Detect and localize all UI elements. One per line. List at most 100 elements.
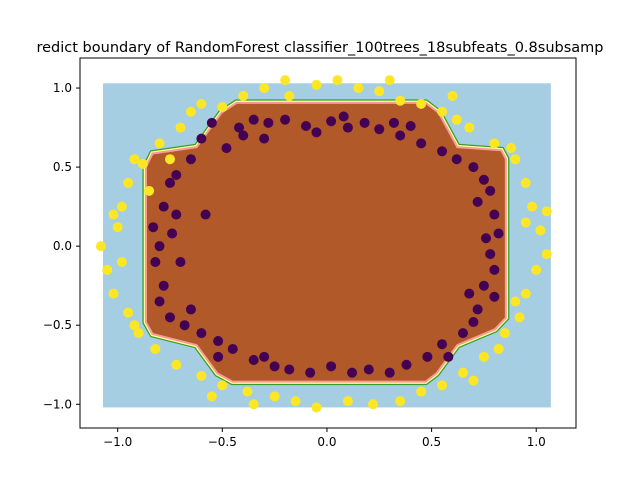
data-point-class-1 <box>133 328 144 339</box>
data-point-class-1 <box>112 222 123 233</box>
data-point-class-0 <box>485 249 496 260</box>
data-point-class-1 <box>342 396 353 407</box>
data-point-class-0 <box>238 130 249 141</box>
data-point-class-1 <box>464 122 475 133</box>
data-point-class-0 <box>489 209 500 220</box>
data-point-class-1 <box>171 359 182 370</box>
data-point-class-0 <box>416 138 427 149</box>
data-point-class-0 <box>388 117 399 128</box>
data-point-class-0 <box>481 233 492 244</box>
data-point-class-1 <box>108 288 119 299</box>
data-point-class-1 <box>510 154 521 165</box>
y-tick-label: 0.0 <box>53 239 72 253</box>
data-point-class-0 <box>206 117 217 128</box>
data-point-class-0 <box>311 127 322 138</box>
data-point-class-0 <box>248 355 259 366</box>
data-point-class-1 <box>164 154 175 165</box>
data-point-class-0 <box>478 174 489 185</box>
data-point-class-1 <box>150 343 161 354</box>
data-point-class-0 <box>401 359 412 370</box>
data-point-class-1 <box>478 351 489 362</box>
data-point-class-1 <box>116 256 127 267</box>
data-point-class-1 <box>95 241 106 252</box>
data-point-class-1 <box>541 206 552 217</box>
data-point-class-0 <box>493 228 504 239</box>
data-point-class-1 <box>144 185 155 196</box>
data-point-class-0 <box>164 177 175 188</box>
y-axis: −1.0 −0.5 0.0 0.5 1.0 <box>43 81 80 411</box>
data-point-class-1 <box>108 209 119 220</box>
decision-regions <box>103 83 551 408</box>
data-point-class-1 <box>217 102 228 113</box>
data-point-class-1 <box>447 90 458 101</box>
data-point-class-0 <box>154 296 165 307</box>
data-point-class-0 <box>158 280 169 291</box>
data-point-class-1 <box>384 75 395 86</box>
data-point-class-1 <box>269 391 280 402</box>
x-tick-label: 0.5 <box>422 435 441 449</box>
chart-title: redict boundary of RandomForest classifi… <box>36 40 603 56</box>
data-point-class-1 <box>527 201 538 212</box>
data-point-class-0 <box>405 120 416 131</box>
data-point-class-1 <box>129 154 140 165</box>
data-point-class-0 <box>248 114 259 125</box>
data-point-class-1 <box>123 307 134 318</box>
data-point-class-1 <box>520 177 531 188</box>
data-point-class-1 <box>493 343 504 354</box>
inner-class-region <box>146 103 505 381</box>
data-point-class-0 <box>437 339 448 350</box>
data-point-class-0 <box>280 114 291 125</box>
data-point-class-1 <box>332 75 343 86</box>
data-point-class-0 <box>472 196 483 207</box>
data-point-class-0 <box>489 264 500 275</box>
data-point-class-1 <box>535 225 546 236</box>
y-tick-label: 1.0 <box>53 81 72 95</box>
data-point-class-1 <box>290 396 301 407</box>
data-point-class-1 <box>353 83 364 94</box>
data-point-class-0 <box>167 228 178 239</box>
data-point-class-1 <box>395 95 406 106</box>
data-point-class-1 <box>259 83 270 94</box>
data-point-class-1 <box>102 264 113 275</box>
x-tick-label: −1.0 <box>103 435 132 449</box>
data-point-class-1 <box>242 386 253 397</box>
data-point-class-0 <box>158 201 169 212</box>
data-point-class-1 <box>154 138 165 149</box>
data-point-class-0 <box>234 122 245 133</box>
x-tick-label: −0.5 <box>208 435 237 449</box>
y-tick-label: −0.5 <box>43 318 72 332</box>
data-point-class-1 <box>280 75 291 86</box>
data-point-class-0 <box>259 351 270 362</box>
data-point-class-0 <box>363 364 374 375</box>
data-point-class-0 <box>395 130 406 141</box>
data-point-class-0 <box>171 170 182 181</box>
y-tick-label: 0.5 <box>53 160 72 174</box>
data-point-class-1 <box>123 177 134 188</box>
data-point-class-0 <box>154 241 165 252</box>
data-point-class-1 <box>185 106 196 117</box>
data-point-class-1 <box>311 402 322 413</box>
data-point-class-0 <box>284 364 295 375</box>
data-point-class-1 <box>374 86 385 97</box>
data-point-class-0 <box>213 351 224 362</box>
data-point-class-0 <box>451 154 462 165</box>
x-tick-label: 1.0 <box>527 435 546 449</box>
data-point-class-1 <box>137 158 148 169</box>
data-point-class-0 <box>478 280 489 291</box>
data-point-class-0 <box>221 143 232 154</box>
data-point-class-1 <box>437 380 448 391</box>
data-point-class-1 <box>395 396 406 407</box>
data-point-class-0 <box>164 312 175 323</box>
data-point-class-1 <box>541 249 552 260</box>
data-point-class-1 <box>217 380 228 391</box>
data-point-class-0 <box>185 304 196 315</box>
data-point-class-1 <box>457 367 468 378</box>
data-point-class-1 <box>531 264 542 275</box>
data-point-class-1 <box>196 98 207 109</box>
data-point-class-0 <box>150 256 161 267</box>
data-point-class-0 <box>384 367 395 378</box>
plot-frame <box>79 57 577 429</box>
data-point-class-0 <box>263 117 274 128</box>
data-point-class-0 <box>443 351 454 362</box>
